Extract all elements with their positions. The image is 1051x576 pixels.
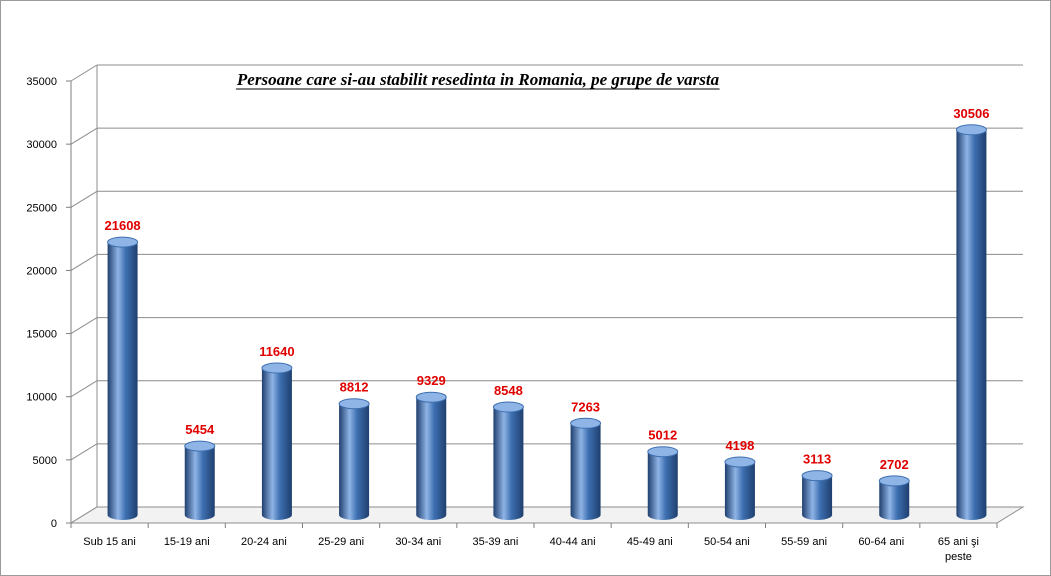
gridline-depth	[70, 254, 98, 271]
bar	[107, 242, 138, 520]
x-tick-label: 35-39 ani	[472, 536, 518, 548]
data-label: 4198	[725, 438, 754, 453]
y-tick-label: 5000	[33, 455, 57, 467]
data-label: 2702	[880, 457, 909, 472]
gridline-depth	[70, 127, 98, 145]
bar-top	[570, 417, 602, 429]
chart-title: Persoane care si-au stabilit resedinta i…	[236, 70, 720, 89]
y-tick-label: 35000	[26, 76, 57, 88]
bar	[184, 446, 215, 520]
x-tick-label: 15-19 ani	[164, 536, 210, 548]
y-tick-label: 15000	[26, 329, 57, 341]
y-tick-label: 20000	[26, 265, 57, 277]
x-tick-label: 65 ani şi peste	[938, 536, 979, 563]
labels-layer: 0 5000 10000 15000 20000 25000 30000 35000 21608…	[26, 76, 989, 563]
grid-layer	[66, 64, 1025, 528]
data-label: 7263	[571, 399, 600, 414]
data-label: 8548	[494, 383, 523, 398]
bar-top	[184, 440, 216, 452]
x-tick-label: 55-59 ani	[781, 536, 827, 548]
x-tick-label: Sub 15 ani	[83, 536, 136, 548]
x-tick-label: 20-24 ani	[241, 536, 287, 548]
y-tick-label: 30000	[26, 139, 57, 151]
bar	[956, 129, 987, 520]
bar-top	[261, 362, 293, 374]
gridline-depth	[70, 380, 98, 398]
x-tick-label: 25-29 ani	[318, 536, 364, 548]
x-tick-label: 45-49 ani	[627, 536, 673, 548]
gridline-depth	[70, 64, 98, 82]
data-label: 3113	[803, 452, 831, 467]
bar-top	[878, 475, 910, 487]
y-tick-label: 25000	[26, 202, 57, 214]
data-label: 5012	[648, 428, 677, 443]
y-tick-label: 0	[51, 518, 57, 530]
data-label: 21608	[105, 218, 141, 233]
title-layer: Persoane care si-au stabilit resedinta i…	[235, 70, 720, 90]
x-tick-label: 40-44 ani	[550, 536, 596, 548]
bar-top	[801, 470, 833, 482]
bar	[802, 475, 833, 520]
bar	[647, 451, 678, 520]
bar	[339, 403, 370, 520]
bar	[261, 368, 292, 520]
bar-top	[338, 398, 370, 410]
gridline-depth	[70, 443, 98, 461]
gridline-depth	[70, 190, 98, 208]
data-label: 8812	[340, 380, 369, 395]
bar-top	[724, 456, 756, 468]
y-tick-label: 10000	[26, 392, 57, 404]
x-tick-label: 50-54 ani	[704, 536, 750, 548]
bar-top	[492, 401, 524, 413]
x-tick-label: 30-34 ani	[395, 536, 441, 548]
bars-layer	[107, 124, 987, 520]
data-label: 9329	[417, 373, 446, 388]
bar	[879, 480, 910, 520]
data-label: 11640	[259, 344, 294, 359]
data-label: 5454	[185, 422, 215, 437]
bar-top	[107, 236, 139, 248]
x-tick-label: 60-64 ani	[858, 536, 904, 548]
data-label: 30506	[953, 106, 989, 121]
bar	[493, 407, 524, 520]
bar-top	[647, 446, 679, 458]
bar	[570, 423, 601, 520]
bar-top	[415, 391, 447, 403]
bar	[724, 461, 755, 520]
gridline-depth	[70, 317, 98, 334]
bar	[416, 397, 447, 520]
bar-top	[955, 124, 987, 136]
